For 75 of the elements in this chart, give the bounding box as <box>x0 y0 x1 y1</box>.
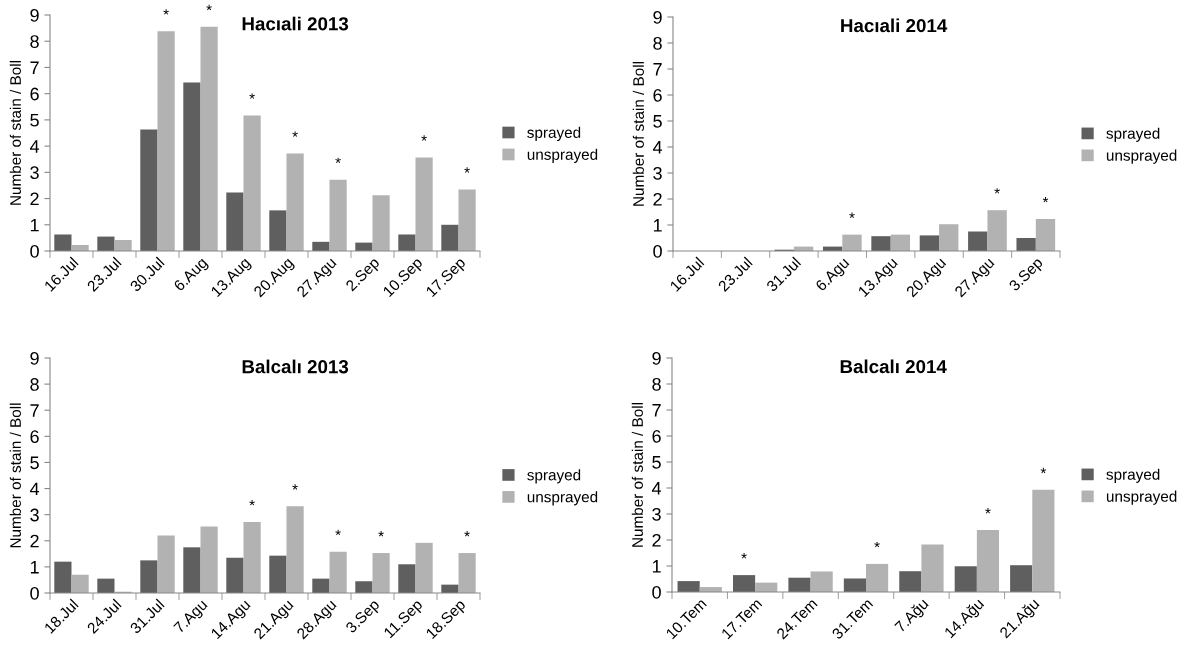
annotation: * <box>994 188 1000 194</box>
y-tick-label: 2 <box>30 534 39 548</box>
annotation: * <box>874 541 880 548</box>
annotation: * <box>1040 467 1047 474</box>
y-tick-label: 9 <box>30 8 39 22</box>
y-tick-label: 3 <box>652 507 661 521</box>
chart-title: Hacıali 2014 <box>841 18 948 33</box>
y-tick-label: 7 <box>30 404 39 417</box>
chart-title: Balcalı 2013 <box>242 359 349 374</box>
y-tick-label: 1 <box>30 561 39 574</box>
y-tick-label: 4 <box>652 141 663 154</box>
y-tick-label: 5 <box>30 114 39 127</box>
legend-label: sprayed <box>527 126 581 141</box>
y-tick-label: 9 <box>653 10 662 24</box>
y-tick-label: 6 <box>30 430 39 444</box>
annotation: * <box>206 4 212 11</box>
annotation: * <box>249 499 255 506</box>
y-axis-title: Number of stain / Boll <box>9 403 21 548</box>
y-tick-label: 1 <box>653 219 662 232</box>
y-tick-label: 5 <box>652 456 661 469</box>
annotation: * <box>849 212 855 218</box>
y-tick-label: 7 <box>653 63 662 76</box>
annotation: * <box>335 157 341 164</box>
y-tick-label: 5 <box>653 115 662 128</box>
y-tick-label: 4 <box>29 140 40 153</box>
legend-label: sprayed <box>1106 127 1160 142</box>
y-tick-label: 1 <box>30 218 39 232</box>
chart-title: Balcalı 2014 <box>840 359 947 374</box>
y-tick-label: 3 <box>30 166 39 180</box>
y-tick-label: 7 <box>30 61 39 74</box>
legend-label: unsprayed <box>527 491 598 506</box>
y-tick-label: 0 <box>30 586 39 600</box>
y-tick-label: 6 <box>653 88 662 102</box>
annotation: * <box>335 529 341 536</box>
y-tick-label: 8 <box>652 377 661 391</box>
y-tick-label: 4 <box>651 482 662 495</box>
y-tick-label: 3 <box>30 508 39 522</box>
y-axis-title: Number of stain / Boll <box>632 61 644 206</box>
y-tick-label: 1 <box>652 560 661 573</box>
legend-label: unsprayed <box>1106 490 1177 505</box>
legend-label: sprayed <box>1106 468 1160 483</box>
annotation: * <box>292 484 298 490</box>
annotation: * <box>378 531 384 537</box>
y-tick-label: 9 <box>652 351 661 365</box>
y-tick-label: 6 <box>30 87 39 101</box>
y-tick-label: 4 <box>29 482 40 496</box>
legend-label: unsprayed <box>527 148 598 163</box>
y-axis-title: Number of stain / Boll <box>631 402 643 547</box>
y-tick-label: 3 <box>653 166 662 180</box>
annotation: * <box>292 131 298 137</box>
annotation: * <box>1042 197 1049 203</box>
chart-title: Hacıali 2013 <box>242 16 349 31</box>
annotation: * <box>464 531 470 537</box>
y-tick-label: 7 <box>652 404 661 417</box>
annotation: * <box>249 93 255 99</box>
y-axis-title: Number of stain / Boll <box>9 60 21 205</box>
y-tick-label: 2 <box>653 192 662 206</box>
y-tick-label: 0 <box>653 244 662 258</box>
y-tick-label: 0 <box>30 244 39 258</box>
y-tick-label: 5 <box>30 456 39 470</box>
y-tick-label: 6 <box>652 429 661 443</box>
annotation: * <box>464 167 470 173</box>
legend-label: sprayed <box>527 469 581 484</box>
y-tick-label: 8 <box>30 35 39 48</box>
y-tick-label: 2 <box>652 533 661 547</box>
y-tick-label: 0 <box>652 585 661 599</box>
legend-label: unsprayed <box>1106 149 1177 164</box>
y-tick-label: 8 <box>653 36 662 50</box>
annotation: * <box>421 135 427 141</box>
annotation: * <box>985 508 991 514</box>
annotation: * <box>741 553 747 559</box>
annotation: * <box>163 9 169 15</box>
y-tick-label: 9 <box>30 351 39 365</box>
y-tick-label: 2 <box>30 192 39 206</box>
y-tick-label: 8 <box>30 378 39 391</box>
